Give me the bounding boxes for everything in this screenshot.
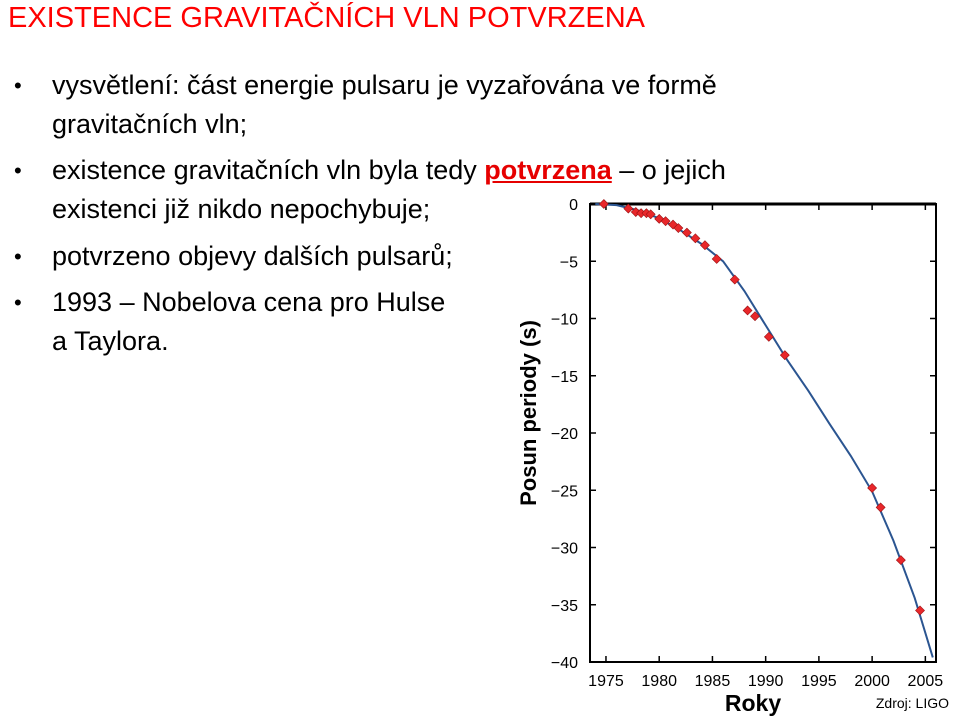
data-point [915,605,925,616]
fit-curve [595,203,934,658]
data-point [867,483,878,493]
bullet-dot: • [14,158,22,183]
data-point [875,502,886,513]
x-tick-label: 1990 [748,673,784,690]
plot-frame [589,203,937,663]
data-point [742,305,753,316]
data-point [750,311,760,322]
x-tick-label: 1995 [801,673,837,690]
x-tick-label: 1980 [641,673,677,690]
y-tick-label: −20 [551,426,578,443]
data-point [673,223,684,233]
bullet-text-line2: gravitačních vln; [52,109,248,139]
y-tick-label: −40 [551,655,578,672]
x-tick-label: 1985 [695,673,731,690]
data-point [779,350,790,361]
y-tick-label: −30 [551,541,578,558]
data-point [660,216,671,227]
y-axis-label: Posun periody (s) [516,320,541,506]
data-point [763,331,774,342]
y-tick-label: −15 [551,369,578,386]
data-point [711,254,722,264]
data-point [623,203,634,214]
bullet-text-part: – o jejich [611,155,726,185]
bullet-text-line2: a Taylora. [52,326,169,356]
bullet-text-line2: existenci již nikdo nepochybuje; [52,194,431,224]
page-title: EXISTENCE GRAVITAČNÍCH VLN POTVRZENA [8,2,646,34]
bullet-text-line1: potvrzeno objevy dalších pulsarů; [52,241,453,271]
bullet-dot: • [14,244,22,269]
source-credit: Zdroj: LIGO [875,695,949,711]
bullet-dot: • [14,290,22,315]
y-tick-label: −35 [551,598,578,615]
data-point [729,274,740,285]
period-shift-chart: 0 −5 −10 −15 −20 −25 −30 −35 −40 1975 1980 1985 1990… [516,197,944,716]
data-point [690,233,701,244]
data-point [681,227,692,238]
data-point [598,199,609,209]
x-tick-label: 2005 [908,673,944,690]
data-point [645,209,656,220]
data-point [700,240,710,251]
y-tick-label: 0 [569,197,578,214]
y-tick-label: −10 [551,312,578,329]
y-tick-label: −5 [560,254,578,271]
y-tick-label: −25 [551,483,578,500]
x-tick-label: 2000 [854,673,890,690]
bullet-text-line1: existence gravitačních vln byla tedy pot… [52,151,726,190]
bullet-text-part: existence gravitačních vln byla tedy [52,155,485,185]
x-axis-label: Roky [725,690,781,716]
highlight-potvrzena: potvrzena [484,155,612,185]
data-point [895,555,906,566]
bullet-text-line1: 1993 – Nobelova cena pro Hulse [52,287,446,317]
bullet-dot: • [14,73,22,98]
bullet-text-line1: vysvětlení: část energie pulsaru je vyza… [52,70,717,100]
x-tick-label: 1975 [588,673,624,690]
